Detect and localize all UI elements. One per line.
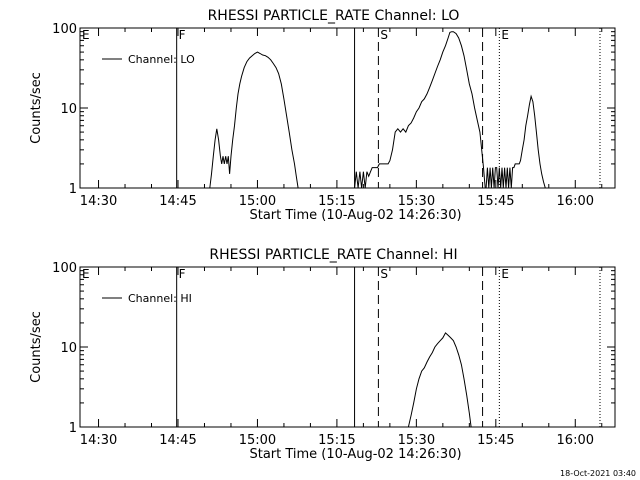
y-axis-label: Counts/sec (29, 311, 44, 383)
footer-timestamp: 18-Oct-2021 03:40 (560, 469, 636, 478)
y-tick-label: 1 (69, 421, 77, 436)
x-tick-label: 15:00 (239, 194, 276, 209)
y-tick-label: 100 (52, 22, 77, 37)
event-marker-label: E (82, 267, 90, 281)
x-axis-label: Start Time (10-Aug-02 14:26:30) (249, 447, 461, 462)
event-marker-label: S (380, 267, 388, 281)
legend-label: Channel: LO (128, 53, 195, 66)
event-marker-label: F (179, 267, 186, 281)
event-marker-label: E (501, 28, 509, 42)
event-marker-label: E (501, 267, 509, 281)
y-tick-label: 100 (52, 261, 77, 276)
y-axis-label: Counts/sec (29, 72, 44, 144)
y-tick-label: 10 (60, 341, 77, 356)
x-tick-label: 16:00 (557, 194, 594, 209)
x-tick-label: 14:45 (159, 433, 196, 448)
series-line (354, 31, 486, 189)
x-tick-label: 15:45 (477, 433, 514, 448)
x-tick-label: 14:45 (159, 194, 196, 209)
event-marker-label: E (82, 28, 90, 42)
x-tick-label: 16:00 (557, 433, 594, 448)
series-line (485, 94, 546, 189)
plot-frame (79, 27, 616, 189)
plot-frame (79, 266, 616, 428)
series-line (407, 332, 472, 428)
chart-title: RHESSI PARTICLE_RATE Channel: LO (208, 8, 460, 24)
x-tick-label: 15:45 (477, 194, 514, 209)
y-tick-label: 10 (60, 102, 77, 117)
event-marker-label: S (380, 28, 388, 42)
x-axis-label: Start Time (10-Aug-02 14:26:30) (249, 208, 461, 223)
event-marker-label: F (179, 28, 186, 42)
legend-label: Channel: HI (128, 292, 192, 305)
chart-panel-hi: RHESSI PARTICLE_RATE Channel: HI 1 10 100 14… (29, 247, 616, 462)
chart-panel-lo: RHESSI PARTICLE_RATE Channel: LO 1 10 100 14… (29, 8, 616, 223)
x-tick-label: 15:00 (239, 433, 276, 448)
x-tick-label: 15:30 (398, 194, 435, 209)
x-tick-label: 15:15 (318, 194, 355, 209)
x-tick-label: 15:15 (318, 433, 355, 448)
y-tick-label: 1 (69, 182, 77, 197)
x-tick-label: 14:30 (80, 194, 117, 209)
chart-title: RHESSI PARTICLE_RATE Channel: HI (209, 247, 457, 263)
series-line (209, 51, 299, 189)
x-tick-label: 15:30 (398, 433, 435, 448)
x-tick-label: 14:30 (80, 433, 117, 448)
